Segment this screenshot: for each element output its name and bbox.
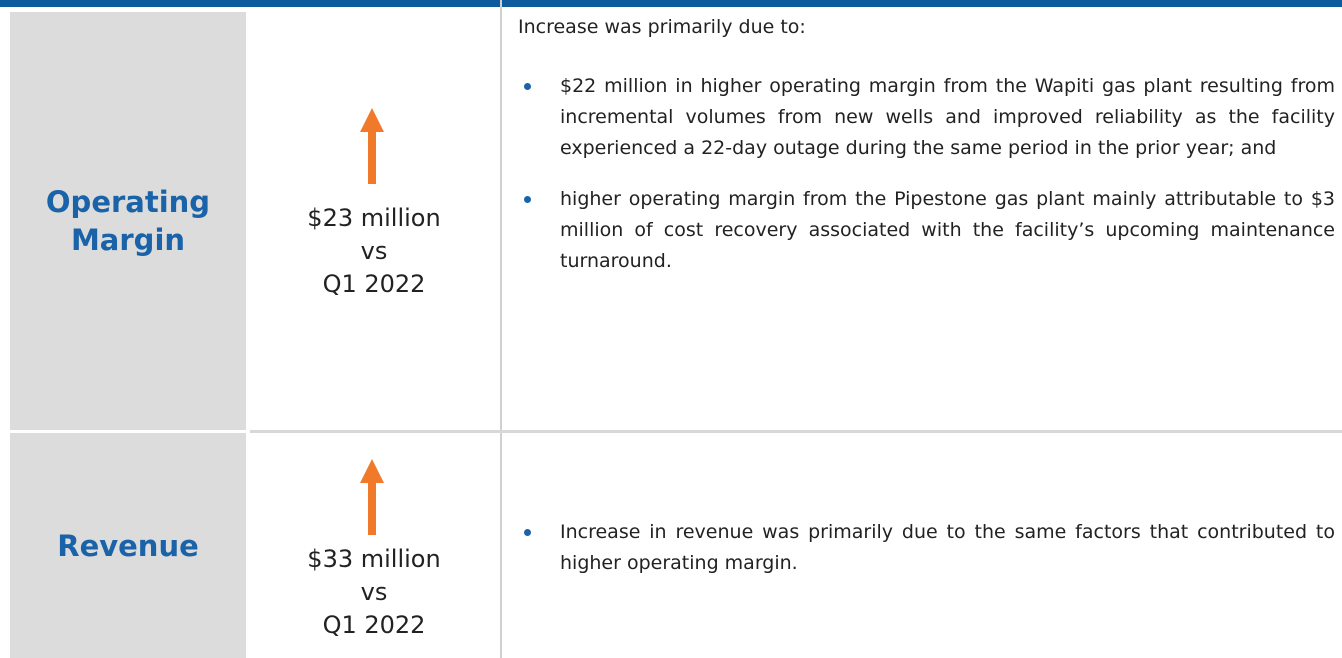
label-line: Margin (70, 223, 186, 257)
bullet: $22 million in higher operating margin f… (518, 71, 1335, 164)
amount: $33 million vs Q1 2022 (250, 543, 498, 642)
intro: Increase was primarily due to: (518, 16, 806, 38)
description: Increase was primarily due to: $22 milli… (518, 12, 1335, 277)
amount: $23 million vs Q1 2022 (250, 202, 498, 301)
label-line: Revenue (57, 528, 199, 563)
up-arrow (360, 459, 384, 535)
amount-line: vs (360, 237, 388, 265)
column-divider (500, 433, 502, 658)
row-label: Revenue (57, 527, 199, 565)
amount-cell: $23 million vs Q1 2022 (250, 12, 498, 430)
amount-line: $33 million (307, 545, 441, 573)
description: Increase in revenue was primarily due to… (518, 517, 1335, 579)
column-divider (500, 0, 502, 430)
bullet: higher operating margin from the Pipesto… (518, 184, 1335, 277)
amount-line: vs (360, 578, 388, 606)
row-label: Operating Margin (46, 183, 210, 259)
amount-line: $23 million (307, 204, 441, 232)
row-separator (250, 430, 1342, 433)
amount-line: Q1 2022 (322, 611, 426, 639)
label-line: Operating (45, 185, 211, 219)
amount-cell: $33 million vs Q1 2022 (250, 433, 498, 658)
label-cell: Operating Margin (10, 12, 246, 430)
bullet: Increase in revenue was primarily due to… (518, 517, 1335, 579)
up-arrow (360, 108, 384, 184)
label-cell: Revenue (10, 433, 246, 658)
bullet-list: Increase in revenue was primarily due to… (518, 517, 1335, 579)
row: Revenue $33 million vs Q1 2022 Increase … (0, 433, 1342, 658)
bullet-list: $22 million in higher operating margin f… (518, 71, 1335, 277)
row: Operating Margin $23 million vs Q1 2022 … (0, 0, 1342, 430)
top-bar (0, 0, 1342, 7)
amount-line: Q1 2022 (322, 270, 426, 298)
